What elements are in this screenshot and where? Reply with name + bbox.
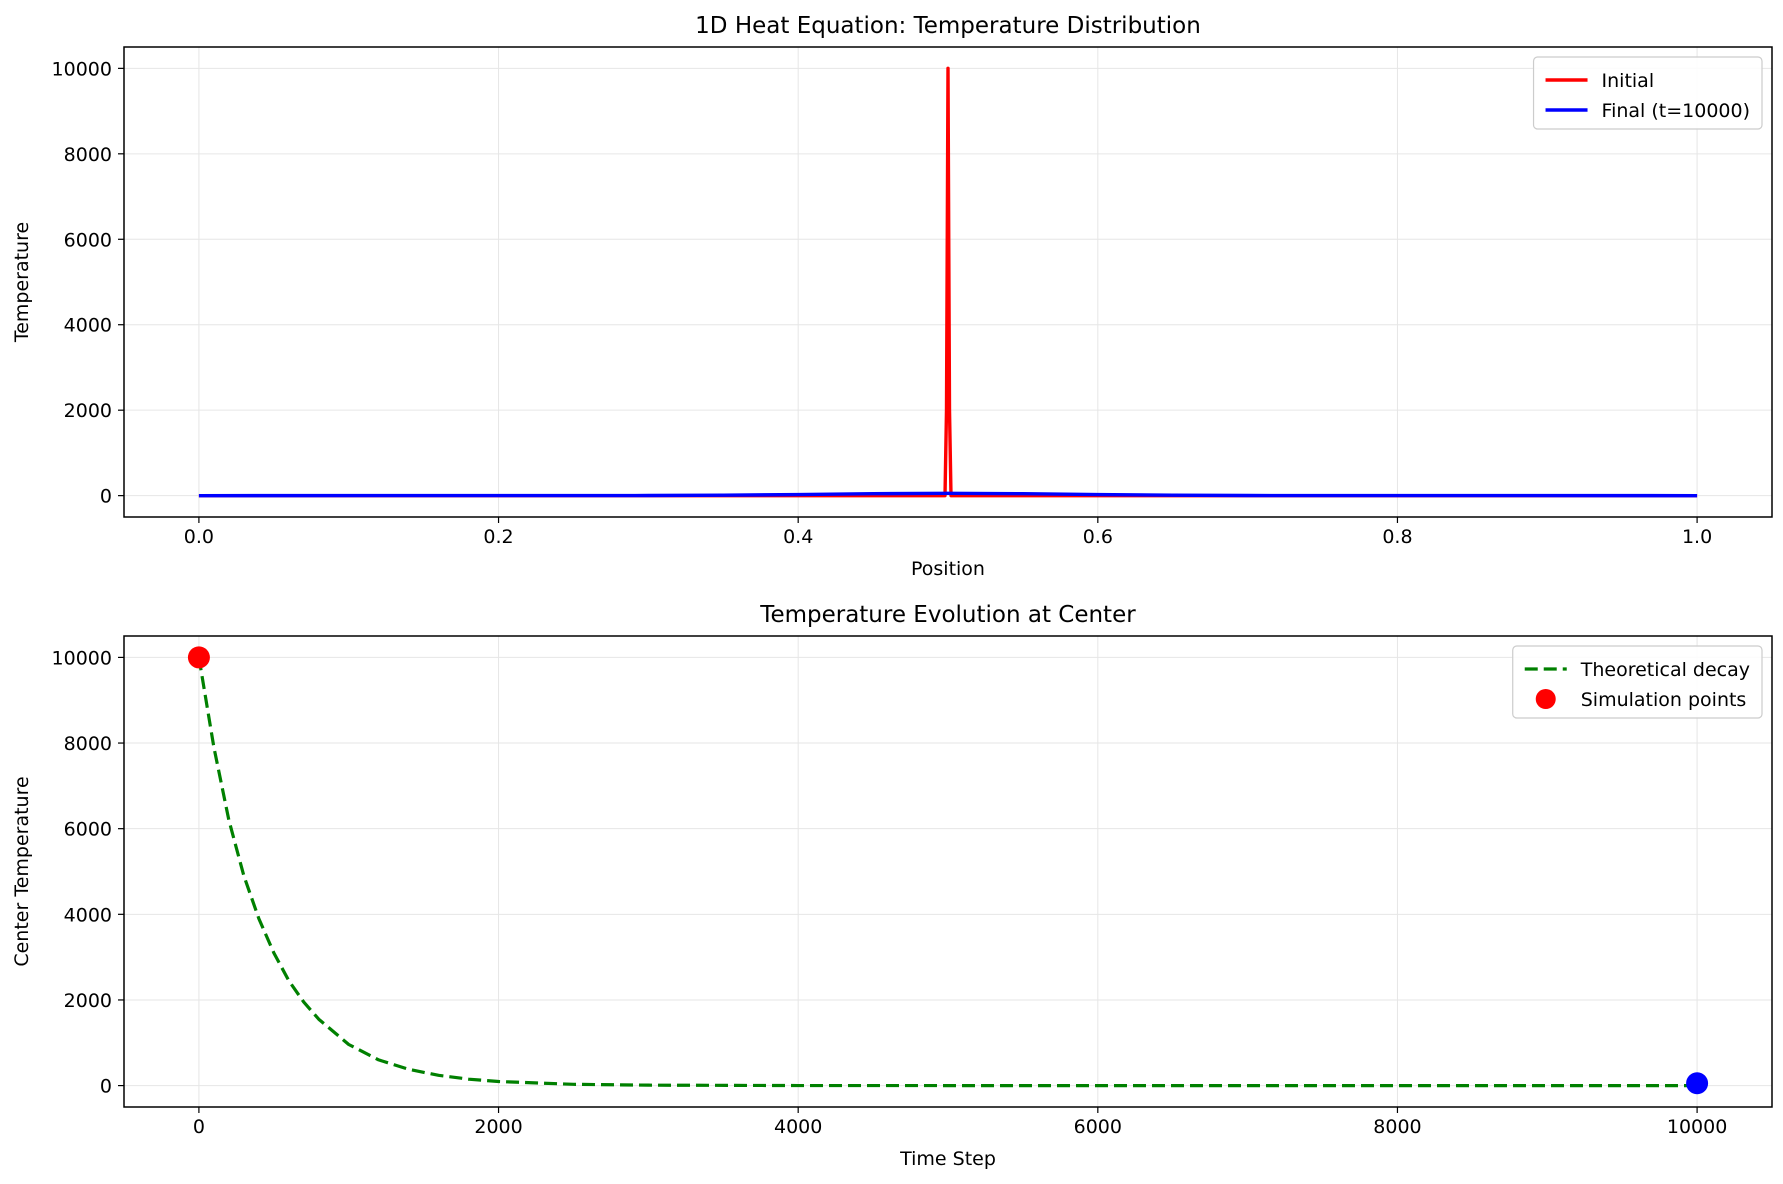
y-tick-label: 4000 xyxy=(64,315,112,337)
legend-label: Theoretical decay xyxy=(1580,659,1750,681)
x-tick-label: 10000 xyxy=(1667,1116,1727,1138)
y-tick-label: 6000 xyxy=(64,819,112,841)
chart-title: Temperature Evolution at Center xyxy=(759,602,1136,628)
y-axis-label: Temperature xyxy=(11,222,33,343)
plot-area xyxy=(198,66,1698,498)
y-tick-label: 8000 xyxy=(64,733,112,755)
chart-title: 1D Heat Equation: Temperature Distributi… xyxy=(695,13,1201,39)
x-tick-label: 0.0 xyxy=(184,526,214,548)
chart-2: 0 2000 4000 6000 8000 10000 0 2000 4000 6000 8000 1… xyxy=(11,602,1773,1170)
x-tick-label: 0.4 xyxy=(783,526,813,548)
x-tick-label: 2000 xyxy=(474,1116,522,1138)
y-tick-label: 2000 xyxy=(64,400,112,422)
x-tick-label: 6000 xyxy=(1074,1116,1122,1138)
series-line-1 xyxy=(198,66,1698,498)
y-tick-label: 6000 xyxy=(64,229,112,251)
legend-label: Simulation points xyxy=(1581,689,1747,711)
x-tick-label: 0.6 xyxy=(1083,526,1113,548)
y-tick-label: 0 xyxy=(100,1076,112,1098)
legend-box xyxy=(1512,645,1763,719)
plot-area xyxy=(187,646,1709,1095)
y-tick-label: 10000 xyxy=(52,647,112,669)
series-line-1 xyxy=(197,657,1698,1088)
legend-label: Final (t=10000) xyxy=(1602,100,1750,122)
x-axis-label: Position xyxy=(911,558,985,580)
series-line-2 xyxy=(198,491,1698,498)
scatter-point xyxy=(187,646,210,669)
legend: Theoretical decay Simulation points xyxy=(1512,645,1763,719)
y-tick-label: 2000 xyxy=(64,990,112,1012)
legend-label: Initial xyxy=(1602,70,1655,92)
y-tick-label: 10000 xyxy=(52,58,112,80)
scatter-point xyxy=(1686,1072,1709,1095)
legend-box xyxy=(1532,56,1763,130)
x-tick-label: 1.0 xyxy=(1682,526,1712,548)
x-tick-label: 4000 xyxy=(774,1116,822,1138)
chart-1: 0.0 0.2 0.4 0.6 0.8 1.0 0 2000 4000 6000 8000 10000… xyxy=(11,13,1773,580)
y-axis-label: Center Temperature xyxy=(11,776,33,966)
legend-marker xyxy=(1535,689,1556,709)
x-tick-label: 0 xyxy=(193,1116,205,1138)
x-tick-label: 8000 xyxy=(1373,1116,1421,1138)
axes-frame xyxy=(123,46,1773,518)
y-tick-label: 4000 xyxy=(64,904,112,926)
x-tick-label: 0.2 xyxy=(483,526,513,548)
y-tick-label: 8000 xyxy=(64,144,112,166)
y-tick-label: 0 xyxy=(100,486,112,508)
x-axis-label: Time Step xyxy=(899,1148,996,1170)
legend: Initial Final (t=10000) xyxy=(1532,56,1763,130)
x-tick-label: 0.8 xyxy=(1382,526,1412,548)
axes-frame xyxy=(123,635,1773,1108)
